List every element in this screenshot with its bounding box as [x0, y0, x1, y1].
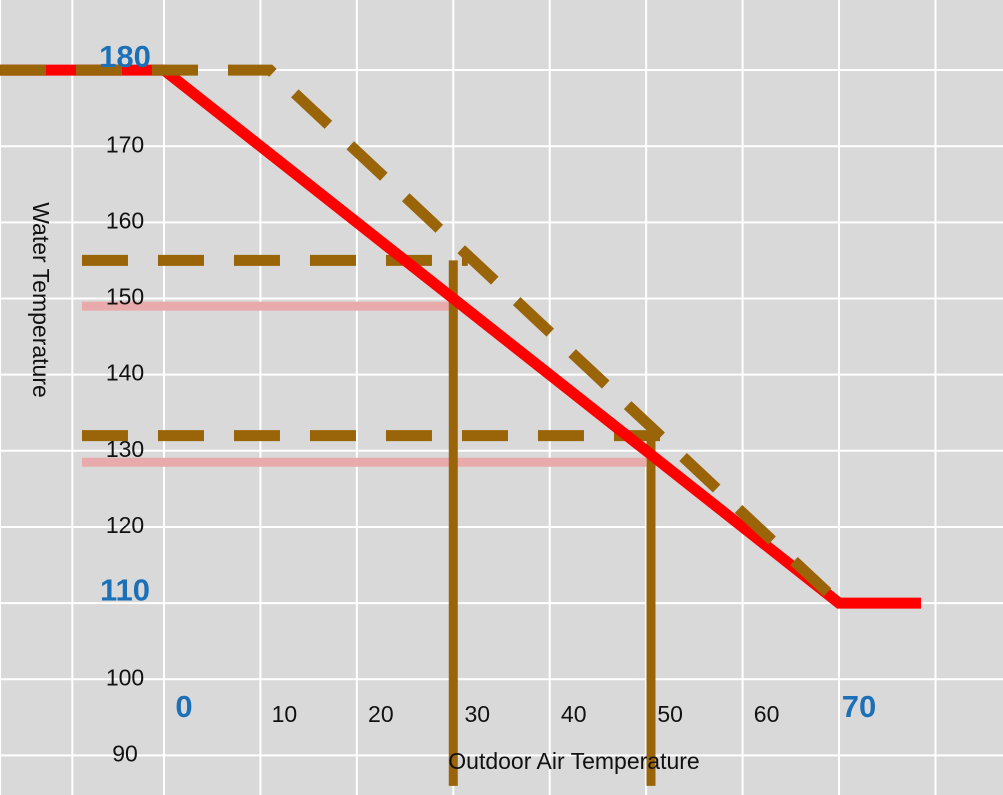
y-axis-label: Water Temperature	[28, 202, 54, 398]
x-tick-label: 20	[368, 701, 394, 727]
x-tick-label: 60	[754, 701, 780, 727]
y-tick-label: 100	[106, 664, 144, 690]
x-axis-label: Outdoor Air Temperature	[448, 748, 699, 774]
y-tick-label: 140	[106, 360, 144, 386]
y-tick-label: 170	[106, 131, 144, 157]
series-lines	[0, 64, 921, 609]
tick-labels: 0 10 20 30 40 50 60 70 180 170 160 150 140 130 120 110 1…	[99, 39, 876, 766]
x-tick-label: 10	[272, 701, 298, 727]
y-tick-label: 160	[106, 207, 144, 233]
y-tick-label: 120	[106, 512, 144, 538]
x-tick-label: 70	[842, 689, 876, 724]
x-tick-label: 0	[175, 689, 192, 724]
x-tick-label: 30	[464, 701, 490, 727]
y-tick-label: 130	[106, 436, 144, 462]
y-tick-label: 90	[112, 740, 138, 766]
reference-lines	[81, 254, 666, 786]
y-tick-label: 180	[99, 39, 151, 74]
x-tick-label: 50	[657, 701, 683, 727]
y-tick-label: 150	[106, 284, 144, 310]
x-tick-label: 40	[561, 701, 587, 727]
y-tick-label: 110	[100, 572, 150, 607]
series-dashed-curve	[0, 64, 843, 608]
